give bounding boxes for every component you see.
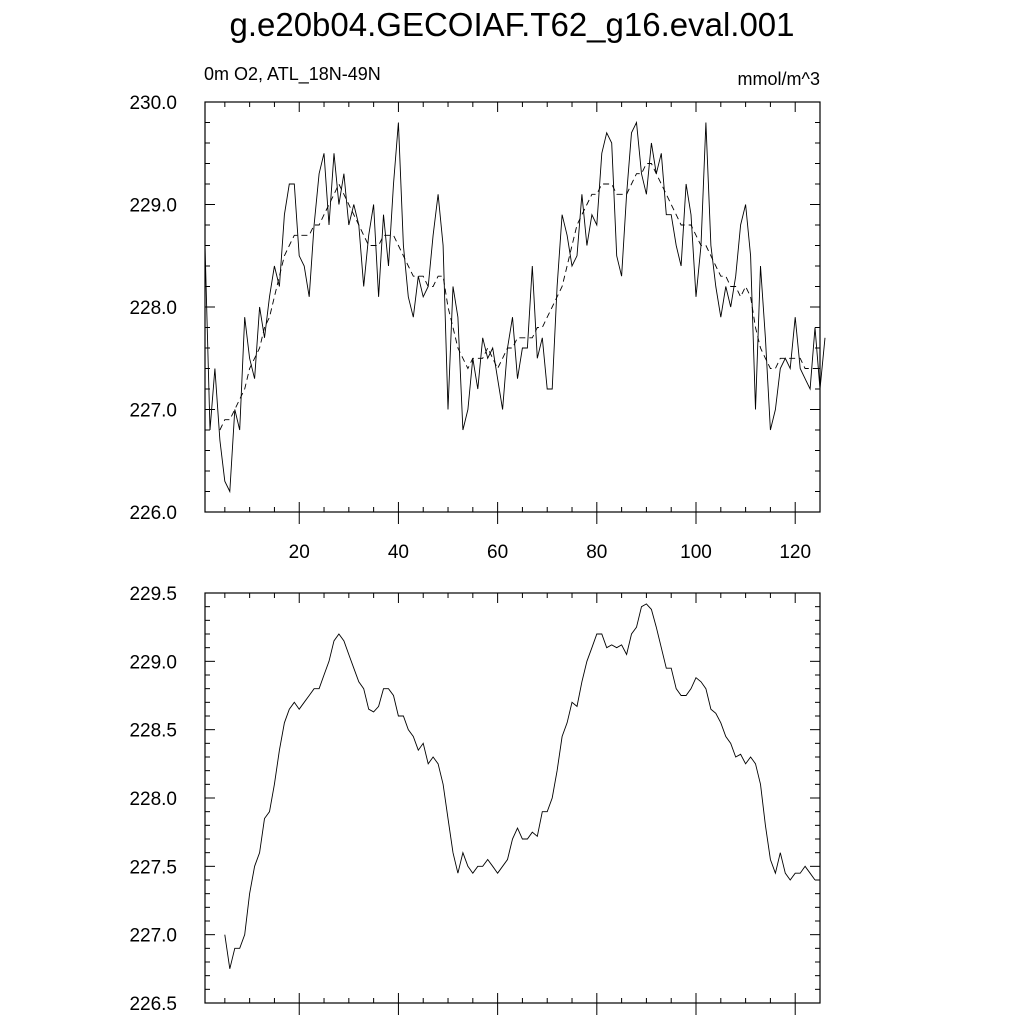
y-tick-label: 230.0 — [129, 93, 177, 114]
x-tick-label: 80 — [586, 542, 607, 563]
series-line-panel-1 — [204, 120, 826, 494]
x-tick-label: 120 — [779, 542, 811, 563]
x-tick-label: 20 — [289, 542, 310, 563]
y-tick-label: 229.5 — [129, 584, 177, 605]
y-tick-label: 226.5 — [129, 994, 177, 1015]
y-tick-label: 226.0 — [129, 503, 177, 524]
series-line-panel-2 — [224, 603, 816, 969]
plot-frame-2 — [204, 592, 821, 1004]
x-tick-label: 40 — [388, 542, 409, 563]
y-tick-label: 229.0 — [129, 196, 177, 217]
y-tick-label: 227.0 — [129, 926, 177, 947]
y-tick-label: 229.0 — [129, 652, 177, 673]
y-tick-label: 228.0 — [129, 298, 177, 319]
x-tick-label: 60 — [487, 542, 508, 563]
units-label: mmol/m^3 — [737, 69, 820, 89]
smoothed-series-line-panel-1 — [219, 163, 815, 431]
variable-region-label: 0m O2, ATL_18N-49N — [204, 64, 381, 84]
y-tick-label: 228.5 — [129, 721, 177, 742]
y-tick-label: 227.0 — [129, 401, 177, 422]
y-tick-label: 228.0 — [129, 789, 177, 810]
y-tick-label: 227.5 — [129, 857, 177, 878]
chart-title: g.e20b04.GECOIAF.T62_g16.eval.001 — [229, 6, 795, 43]
x-tick-label: 100 — [680, 542, 712, 563]
plot-frame-1 — [204, 101, 821, 513]
